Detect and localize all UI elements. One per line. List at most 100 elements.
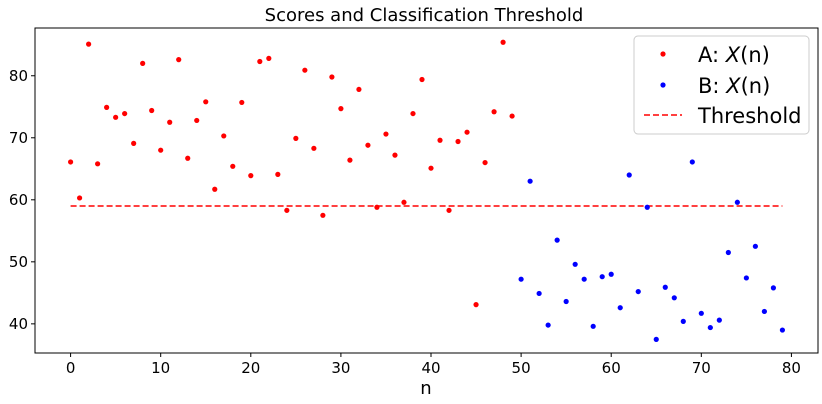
data-point-series-b	[572, 261, 578, 267]
data-point-series-a	[158, 147, 164, 153]
x-tick-label: 60	[602, 359, 621, 377]
data-point-series-a	[113, 114, 119, 120]
data-point-series-a	[491, 109, 497, 115]
data-point-series-a	[473, 302, 479, 308]
legend-label-threshold: Threshold	[697, 104, 802, 128]
y-tick-label: 50	[9, 253, 28, 271]
data-point-series-a	[383, 131, 389, 137]
axes-frame	[34, 27, 819, 354]
data-point-series-b	[743, 275, 749, 281]
data-point-series-b	[662, 284, 668, 290]
y-tick-label: 60	[9, 191, 28, 209]
data-point-series-a	[365, 142, 371, 148]
data-point-series-b	[563, 298, 569, 305]
data-point-series-b	[599, 274, 605, 280]
data-point-series-a	[302, 67, 308, 73]
data-point-series-b	[581, 276, 587, 282]
data-point-series-a	[221, 133, 227, 139]
data-point-series-a	[311, 145, 317, 151]
data-point-series-b	[770, 285, 776, 291]
data-point-series-b	[608, 271, 614, 277]
data-point-series-a	[257, 58, 263, 65]
data-point-series-a	[95, 161, 101, 167]
legend-box	[633, 35, 810, 135]
data-point-series-a	[284, 207, 290, 213]
legend: A: X(n) B: X(n) Threshold	[633, 35, 810, 135]
legend-marker-series-b	[660, 82, 666, 88]
data-point-series-a	[230, 163, 236, 169]
data-point-series-a	[122, 110, 128, 117]
plot-area	[67, 39, 786, 342]
data-point-series-a	[419, 76, 425, 83]
data-point-series-b	[734, 199, 740, 205]
data-point-series-a	[500, 39, 506, 45]
x-tick-label: 20	[241, 359, 260, 377]
data-point-series-a	[392, 152, 398, 158]
data-point-series-b	[518, 276, 524, 282]
data-point-series-a	[149, 107, 155, 114]
data-point-series-b	[635, 288, 641, 295]
data-point-series-a	[356, 86, 362, 93]
data-point-series-a	[77, 195, 83, 201]
data-point-series-b	[527, 178, 533, 184]
data-point-series-b	[545, 322, 551, 328]
y-axis: 40 50 60 70 80	[9, 67, 35, 333]
data-point-series-a	[266, 55, 272, 61]
data-point-series-a	[104, 104, 110, 110]
data-point-series-b	[698, 310, 704, 316]
x-tick-label: 30	[331, 359, 350, 377]
data-point-series-a	[455, 138, 461, 145]
data-point-series-b	[680, 318, 686, 324]
x-tick-label: 0	[66, 359, 76, 377]
x-tick-label: 70	[692, 359, 711, 377]
y-tick-label: 80	[9, 67, 28, 85]
x-tick-label: 40	[421, 359, 440, 377]
data-point-series-a	[86, 41, 92, 47]
data-point-series-a	[437, 137, 443, 143]
x-tick-label: 10	[151, 359, 170, 377]
data-point-series-a	[239, 99, 245, 106]
x-tick-label: 50	[512, 359, 531, 377]
data-point-series-b	[590, 323, 596, 329]
data-point-series-b	[725, 249, 731, 256]
x-tick-label: 80	[782, 359, 801, 377]
data-point-series-b	[671, 295, 677, 301]
data-point-series-b	[689, 159, 695, 165]
data-point-series-a	[509, 113, 515, 119]
data-point-series-b	[653, 336, 659, 342]
data-point-series-a	[67, 159, 74, 165]
data-point-series-a	[464, 129, 470, 135]
data-point-series-a	[248, 173, 254, 179]
data-point-series-b	[707, 324, 713, 331]
data-point-series-a	[176, 57, 182, 63]
data-point-series-a	[374, 204, 380, 210]
data-point-series-b	[626, 172, 632, 178]
data-point-series-a	[329, 74, 335, 80]
data-point-series-a	[293, 135, 299, 142]
y-tick-label: 70	[9, 129, 28, 147]
data-point-series-b	[761, 308, 767, 315]
data-point-series-a	[410, 110, 416, 117]
legend-label-series-b: B: X(n)	[698, 74, 770, 98]
data-point-series-a	[194, 117, 200, 124]
data-point-series-a	[401, 199, 407, 205]
data-point-series-b	[644, 204, 650, 210]
data-point-series-a	[212, 186, 218, 192]
data-point-series-b	[554, 237, 560, 243]
data-point-series-a	[131, 140, 137, 146]
data-point-series-a	[167, 119, 173, 125]
data-point-series-a	[275, 171, 281, 177]
data-point-series-a	[428, 165, 434, 171]
chart-title: Scores and Classification Threshold	[265, 5, 584, 26]
x-axis-label: n	[420, 378, 431, 399]
data-point-series-a	[482, 159, 488, 166]
data-point-series-b	[779, 327, 786, 333]
data-point-series-b	[752, 243, 758, 249]
data-point-series-b	[536, 290, 542, 297]
data-point-series-b	[716, 317, 722, 323]
data-point-series-a	[446, 207, 452, 213]
legend-marker-series-a	[660, 51, 666, 57]
data-point-series-a	[185, 155, 191, 161]
legend-label-series-a: A: X(n)	[698, 43, 770, 67]
